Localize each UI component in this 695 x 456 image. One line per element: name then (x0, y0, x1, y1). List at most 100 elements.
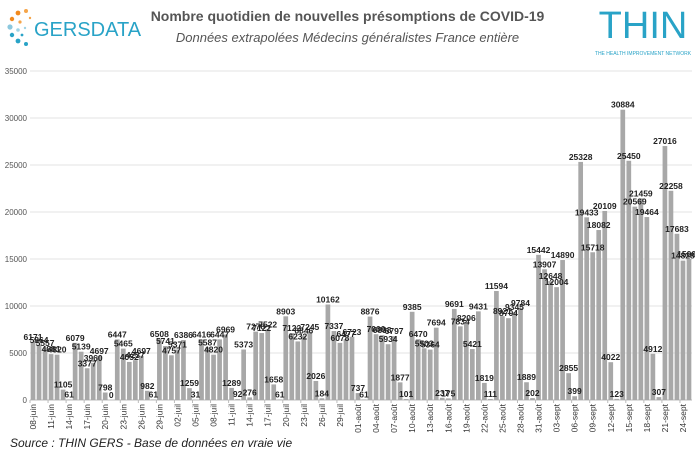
data-label: 7694 (427, 318, 446, 328)
data-label: 1819 (475, 373, 494, 383)
data-label: 7337 (324, 321, 343, 331)
bar (668, 190, 674, 400)
bar (656, 397, 662, 400)
data-label: 5587 (198, 337, 217, 347)
bar (620, 109, 626, 400)
bar (379, 335, 385, 400)
bar (102, 392, 108, 400)
bar (662, 146, 668, 400)
data-label: 3960 (84, 353, 103, 363)
data-label: 7522 (258, 319, 277, 329)
bar (235, 399, 240, 400)
x-tick-label: 08-juil (209, 404, 219, 427)
bar (391, 336, 397, 400)
data-label: 737 (351, 383, 365, 393)
bar (415, 339, 421, 400)
bar (138, 355, 144, 400)
x-tick-label: 25-août (497, 403, 507, 432)
thin-tagline: THE HEALTH IMPROVEMENT NETWORK (595, 51, 692, 57)
data-label: 14828 (671, 251, 695, 261)
data-label: 6470 (409, 329, 428, 339)
bar (307, 331, 313, 400)
bar (132, 360, 138, 400)
bar (602, 210, 608, 400)
x-tick-label: 09-sept (588, 403, 598, 432)
data-label: 1259 (180, 378, 199, 388)
bar (120, 348, 126, 400)
data-label: 20569 (623, 197, 647, 207)
x-tick-label: 12-sept (606, 403, 616, 432)
source-note: Source : THIN GERS - Base de données en … (10, 436, 293, 450)
x-tick-label: 22-août (479, 403, 489, 432)
bar (223, 334, 228, 400)
data-label: 6846 (294, 326, 313, 336)
bar (596, 230, 602, 400)
bar (247, 397, 253, 400)
bar (433, 327, 439, 400)
bar (241, 349, 246, 400)
bar (126, 361, 132, 400)
bar (175, 349, 180, 400)
bar (361, 399, 367, 400)
data-label: 9784 (511, 298, 530, 308)
y-tick-label: 20000 (5, 208, 28, 217)
bar (48, 354, 54, 400)
data-label: 4697 (90, 346, 109, 356)
bar (265, 329, 271, 400)
data-labels: 6171586455574881482011056160795139337739… (24, 100, 695, 400)
bar (114, 339, 120, 400)
bar (36, 344, 42, 400)
data-label: 6723 (343, 327, 362, 337)
bar (163, 346, 168, 400)
bar (253, 331, 259, 400)
bar (151, 399, 156, 400)
bar (187, 388, 192, 400)
bar (319, 398, 325, 400)
bar (584, 217, 590, 400)
bar (277, 399, 283, 400)
data-label: 61 (149, 389, 159, 399)
bar (530, 398, 535, 400)
bar (572, 396, 577, 400)
bar (578, 161, 584, 400)
bar (482, 382, 487, 400)
data-label: 4022 (601, 352, 620, 362)
bar (427, 349, 433, 400)
bar (325, 304, 331, 400)
data-label: 20109 (593, 201, 617, 211)
data-label: 1889 (517, 372, 536, 382)
bar (590, 252, 596, 400)
data-label: 399 (568, 386, 582, 396)
data-label: 5371 (168, 340, 187, 350)
data-label: 14890 (551, 250, 575, 260)
data-label: 4697 (132, 346, 151, 356)
x-tick-label: 14-juil (245, 404, 255, 427)
data-label: 4757 (162, 345, 181, 355)
x-axis: 08-juin 11-juin 14-juin 17-juin 20-juin 23-ju… (28, 400, 688, 433)
data-label: 9691 (445, 299, 464, 309)
bar (439, 397, 445, 400)
bar (494, 291, 499, 400)
bar (84, 368, 90, 400)
bar (229, 387, 234, 400)
x-tick-label: 18-sept (642, 403, 652, 432)
data-label: 6386 (174, 330, 193, 340)
bar (536, 254, 541, 400)
bar (674, 233, 680, 400)
data-label: 15718 (581, 242, 605, 252)
y-tick-label: 35000 (5, 67, 28, 76)
x-tick-label: 01-août (353, 403, 363, 432)
bar (500, 316, 505, 400)
data-label: 61 (275, 389, 285, 399)
x-tick-label: 23-juil (299, 404, 309, 427)
data-label: 31 (191, 390, 201, 400)
bar (566, 373, 571, 400)
data-label: 61 (64, 389, 74, 399)
thin-logo: THIN THE HEALTH IMPROVEMENT NETWORK (595, 5, 692, 57)
data-label: 2855 (559, 363, 578, 373)
bar (145, 390, 150, 400)
data-label: 5465 (114, 339, 133, 349)
bar (60, 389, 66, 400)
x-tick-label: 02-juil (172, 404, 182, 427)
